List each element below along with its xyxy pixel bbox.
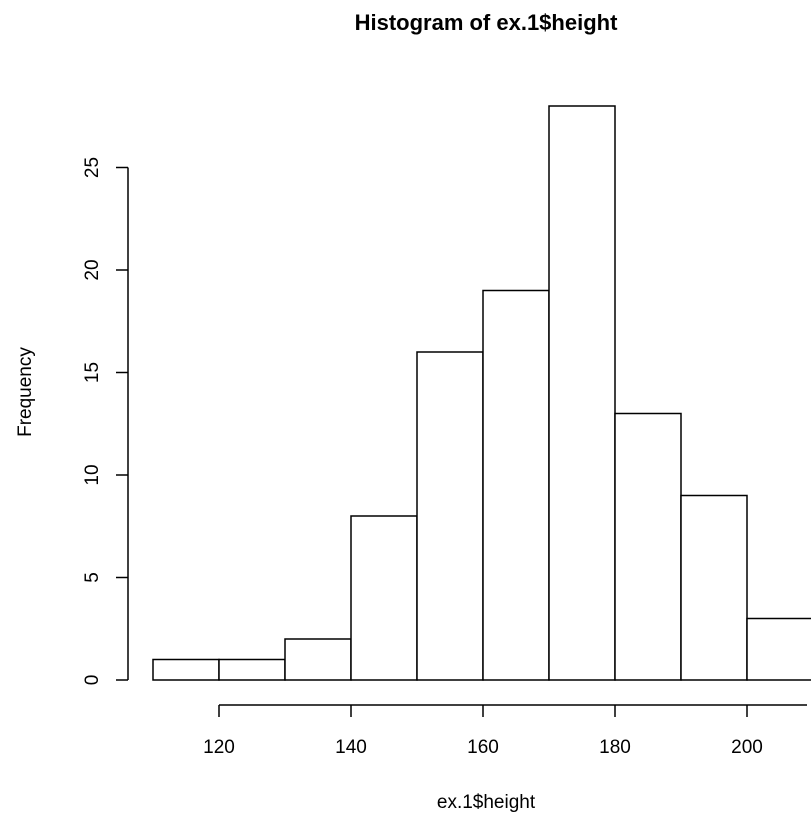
histogram-bar-8 (614, 412, 682, 681)
y-tick-label-4: 20 (82, 259, 103, 280)
x-tick-label-4: 200 (731, 737, 763, 758)
x-tick-label-1: 140 (335, 737, 367, 758)
y-tick-label-2: 10 (82, 464, 103, 485)
x-tick-label-2: 160 (467, 737, 499, 758)
y-axis: 0 5 10 15 20 25 (82, 157, 129, 686)
bars-group (152, 105, 811, 681)
histogram-bar-4 (350, 515, 418, 681)
x-axis: 120 140 160 180 200 (203, 704, 807, 758)
x-axis-label: ex.1$height (437, 792, 536, 813)
y-axis-label: Frequency (15, 347, 36, 437)
histogram-bar-6 (482, 289, 550, 681)
x-tick-label-3: 180 (599, 737, 631, 758)
y-tick-label-0: 0 (82, 675, 103, 686)
histogram-bar-5 (416, 351, 484, 681)
histogram-bar-7 (548, 105, 616, 681)
y-tick-label-1: 5 (82, 572, 103, 583)
y-tick-label-5: 25 (82, 157, 103, 178)
histogram-bar-1 (152, 658, 220, 681)
chart-title: Histogram of ex.1$height (355, 10, 619, 35)
histogram-bar-3 (284, 638, 352, 681)
y-tick-label-3: 15 (82, 362, 103, 383)
histogram-bar-2 (218, 658, 286, 681)
histogram-bar-9 (680, 494, 748, 681)
histogram-bar-10 (746, 617, 811, 681)
x-tick-label-0: 120 (203, 737, 235, 758)
